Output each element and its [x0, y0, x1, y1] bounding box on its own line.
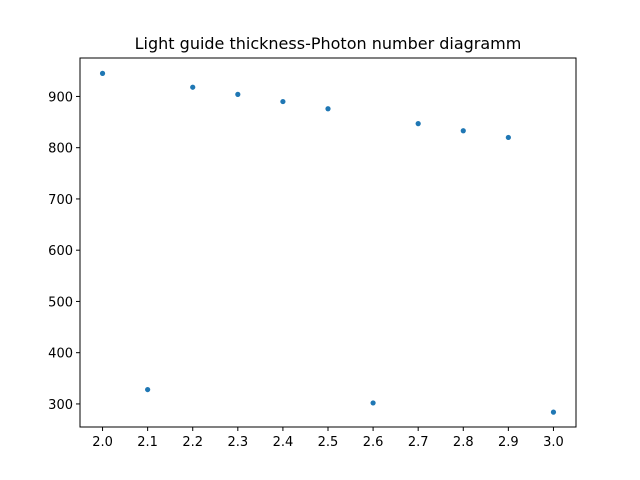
data-point: [145, 386, 151, 393]
x-tick-label: 2.8: [453, 435, 474, 450]
x-tick-label: 3.0: [543, 435, 564, 450]
data-point: [550, 409, 557, 415]
y-axis: 300 400 500 600 700 800 900: [48, 90, 80, 413]
y-tick-label: 900: [48, 90, 73, 105]
data-point: [280, 98, 286, 105]
data-point: [460, 128, 466, 134]
y-tick-label: 800: [48, 142, 73, 157]
y-tick-label: 700: [48, 193, 73, 208]
x-tick-label: 2.3: [227, 435, 248, 450]
data-points: [99, 70, 557, 415]
x-axis: 2.0 2.1 2.2 2.3 2.4 2.5 2.6 2.7 2.8 2.9 3.0: [92, 427, 564, 450]
y-tick-label: 300: [48, 398, 73, 413]
x-tick-label: 2.4: [273, 435, 294, 450]
x-tick-label: 2.7: [408, 435, 429, 450]
plot-frame: [79, 57, 577, 428]
y-tick-label: 400: [48, 347, 73, 362]
x-tick-label: 2.1: [137, 435, 158, 450]
data-point: [505, 134, 511, 141]
x-tick-label: 2.0: [92, 435, 113, 450]
y-tick-label: 500: [48, 295, 73, 310]
x-tick-label: 2.9: [498, 435, 519, 450]
data-point: [235, 91, 241, 97]
data-point: [415, 121, 421, 127]
data-point: [99, 70, 106, 76]
x-tick-label: 2.5: [318, 435, 339, 450]
data-point: [370, 400, 376, 406]
x-tick-label: 2.6: [363, 435, 384, 450]
data-point: [190, 84, 196, 90]
chart-title: Light guide thickness-Photon number diag…: [135, 34, 522, 53]
y-tick-label: 600: [48, 244, 73, 259]
data-point: [325, 106, 331, 112]
x-tick-label: 2.2: [182, 435, 203, 450]
